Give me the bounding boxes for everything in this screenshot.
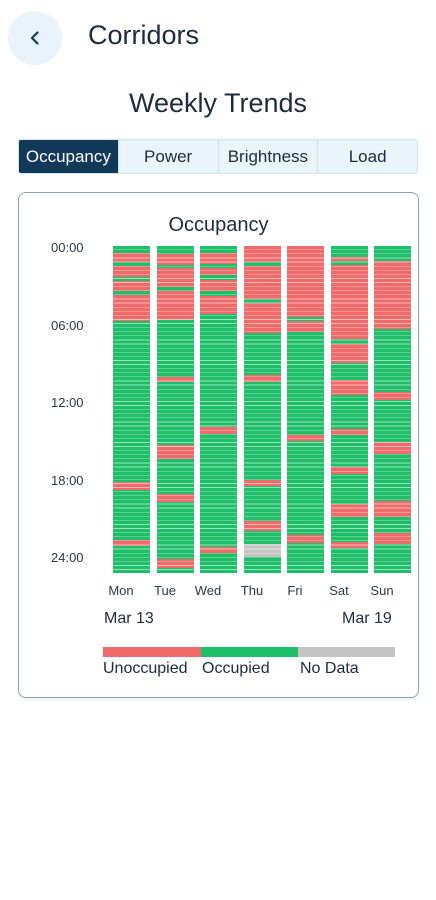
page-title: Corridors — [88, 20, 200, 50]
legend-label-occupied: Occupied — [202, 660, 270, 677]
chart-title: Occupancy — [168, 214, 269, 236]
x-tick-label: Sun — [370, 583, 394, 598]
y-tick-label: 12:00 — [51, 395, 84, 410]
y-tick-label: 24:00 — [51, 550, 84, 565]
heatmap-column-sun — [374, 246, 411, 573]
app-header: Corridors — [0, 0, 436, 76]
x-tick-label: Wed — [194, 583, 222, 598]
heatmap-column-mon — [113, 246, 150, 573]
legend-label-unoccupied: Unoccupied — [103, 660, 188, 677]
heatmap-column-wed — [200, 246, 237, 573]
back-button[interactable] — [8, 11, 62, 65]
x-tick-label: Sat — [329, 583, 349, 598]
tab-occupancy[interactable]: Occupancy — [19, 140, 119, 173]
legend-swatch-unoccupied — [103, 647, 201, 657]
section-title: Weekly Trends — [128, 88, 308, 118]
tab-load[interactable]: Load — [348, 146, 387, 166]
y-tick-label: 00:00 — [51, 240, 84, 255]
tab-brightness[interactable]: Brightness — [219, 140, 319, 173]
end-date-label: Mar 19 — [342, 610, 392, 627]
heatmap-column-thu — [244, 246, 281, 573]
x-tick-label: Mon — [108, 583, 134, 598]
occupancy-chart-card: Occupancy 00:00 06:00 12:00 18:00 24:00 … — [18, 192, 419, 698]
x-tick-label: Tue — [154, 583, 176, 598]
y-tick-label: 06:00 — [51, 318, 84, 333]
tab-power[interactable]: Power — [119, 140, 219, 173]
legend-swatch-occupied — [201, 647, 298, 657]
heatmap-column-tue — [157, 246, 194, 573]
y-tick-label: 18:00 — [51, 473, 84, 488]
x-tick-label: Thu — [240, 583, 264, 598]
view-tabs: Occupancy Power Brightness Load — [18, 139, 418, 174]
heatmap-column-sat — [331, 246, 368, 573]
x-tick-label: Fri — [287, 583, 303, 598]
heatmap-grid-overlay — [113, 246, 150, 573]
heatmap-grid-overlay — [200, 246, 237, 573]
legend-label-no-data: No Data — [300, 660, 359, 677]
chevron-left-icon — [30, 31, 39, 45]
heatmap-grid-overlay — [374, 246, 411, 573]
legend-swatch-no-data — [298, 647, 395, 657]
heatmap-grid-overlay — [157, 246, 194, 573]
heatmap-grid-overlay — [331, 246, 368, 573]
heatmap-grid-overlay — [244, 246, 281, 573]
start-date-label: Mar 13 — [104, 610, 154, 627]
heatmap-grid-overlay — [287, 246, 324, 573]
heatmap-column-fri — [287, 246, 324, 573]
